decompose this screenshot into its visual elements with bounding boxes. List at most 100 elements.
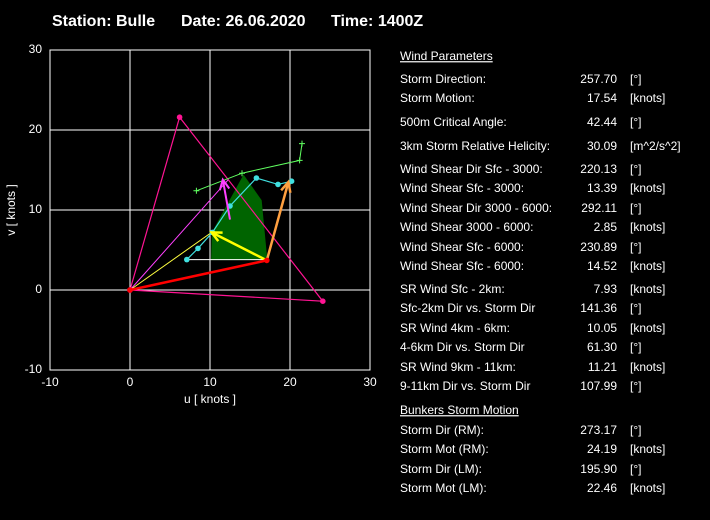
- point: [239, 170, 245, 177]
- y-tick-label: -10: [25, 362, 43, 376]
- param-label: SR Wind Sfc - 2km:: [400, 282, 505, 296]
- x-axis-label: u [ knots ]: [184, 392, 236, 406]
- param-label: Storm Direction:: [400, 72, 486, 86]
- param-value: 17.54: [587, 91, 617, 105]
- y-tick-label: 0: [35, 282, 42, 296]
- param-label: Storm Motion:: [400, 91, 475, 105]
- param-value: 11.21: [588, 360, 617, 374]
- param-unit: [knots]: [630, 360, 665, 374]
- arrowhead: [218, 177, 231, 191]
- point: [296, 157, 303, 164]
- x-tick-label: 10: [203, 375, 217, 389]
- param-label: Sfc-2km Dir vs. Storm Dir: [400, 301, 535, 315]
- point: [288, 178, 295, 184]
- y-tick-label: 20: [29, 122, 43, 136]
- param-value: 220.13: [580, 162, 617, 176]
- param-unit: [knots]: [630, 321, 665, 335]
- param-unit: [knots]: [630, 220, 665, 234]
- line: [129, 115, 325, 302]
- param-unit: [m^2/s^2]: [630, 139, 681, 153]
- param-unit: [°]: [630, 162, 641, 176]
- line: [221, 179, 231, 220]
- param-value: 141.36: [580, 301, 617, 315]
- param-value: 7.93: [594, 282, 618, 296]
- param-value: 292.11: [581, 201, 617, 215]
- line: [129, 231, 212, 291]
- param-label: Storm Mot (LM):: [400, 481, 487, 495]
- param-label: Wind Shear Sfc - 3000:: [400, 181, 524, 195]
- point: [195, 245, 201, 252]
- arrowhead: [209, 231, 223, 242]
- param-label: Storm Dir (LM):: [400, 462, 482, 476]
- param-label: 4-6km Dir vs. Storm Dir: [400, 340, 525, 354]
- param-unit: [°]: [630, 240, 641, 254]
- param-unit: [°]: [630, 462, 641, 476]
- line: [265, 181, 290, 261]
- point: [184, 256, 190, 263]
- param-label: 9-11km Dir vs. Storm Dir: [400, 379, 530, 393]
- x-tick-label: 0: [127, 375, 134, 389]
- param-value: 14.52: [587, 259, 617, 273]
- x-tick-label: 20: [283, 375, 297, 389]
- param-value: 61.30: [587, 340, 617, 354]
- x-tick-label: -10: [41, 375, 59, 389]
- point: [320, 298, 326, 305]
- point: [193, 187, 200, 194]
- station: Station: Bulle: [52, 13, 155, 30]
- param-value: 30.09: [587, 139, 617, 153]
- param-value: 10.05: [587, 321, 617, 335]
- param-unit: [°]: [630, 72, 641, 86]
- param-value: 24.19: [587, 442, 617, 456]
- param-unit: [knots]: [630, 442, 665, 456]
- wind-title: Wind Parameters: [400, 49, 493, 63]
- line: [196, 143, 303, 192]
- line: [211, 231, 268, 262]
- param-unit: [°]: [630, 201, 641, 215]
- point: [253, 175, 260, 181]
- param-unit: [°]: [630, 379, 641, 393]
- x-tick-label: 30: [363, 375, 377, 389]
- param-unit: [°]: [630, 301, 641, 315]
- param-unit: [knots]: [630, 481, 665, 495]
- param-value: 13.39: [587, 181, 617, 195]
- plot-frame: [49, 49, 371, 371]
- param-label: 500m Critical Angle:: [400, 115, 507, 129]
- bunkers-title: Bunkers Storm Motion: [400, 403, 519, 417]
- param-label: Wind Shear Sfc - 6000:: [400, 259, 524, 273]
- point: [264, 257, 270, 264]
- date: Date: 26.06.2020: [181, 13, 306, 30]
- param-label: Wind Shear Dir 3000 - 6000:: [400, 201, 552, 215]
- param-value: 22.46: [587, 481, 617, 495]
- y-tick-label: 30: [29, 42, 43, 56]
- param-unit: [°]: [630, 423, 641, 437]
- param-value: 42.44: [587, 115, 617, 129]
- point: [275, 181, 281, 188]
- line: [129, 179, 229, 291]
- y-axis-label: v [ knots ]: [4, 184, 18, 235]
- y-tick-label: 10: [29, 202, 43, 216]
- param-label: Wind Shear Sfc - 6000:: [400, 240, 524, 254]
- param-unit: [°]: [630, 115, 641, 129]
- param-unit: [knots]: [630, 181, 665, 195]
- arrowhead: [280, 179, 292, 194]
- param-value: 2.85: [594, 220, 618, 234]
- param-label: Wind Shear Dir Sfc - 3000:: [400, 162, 543, 176]
- line: [129, 259, 268, 292]
- point: [299, 140, 305, 147]
- param-unit: [knots]: [630, 259, 665, 273]
- param-label: 3km Storm Relative Helicity:: [400, 139, 550, 153]
- param-value: 195.90: [580, 462, 617, 476]
- param-value: 273.17: [580, 423, 617, 437]
- point: [176, 114, 183, 120]
- param-unit: [knots]: [630, 91, 665, 105]
- point: [127, 287, 133, 293]
- param-label: Wind Shear 3000 - 6000:: [400, 220, 533, 234]
- param-unit: [°]: [630, 340, 641, 354]
- time: Time: 1400Z: [331, 13, 423, 30]
- param-unit: [knots]: [630, 282, 665, 296]
- param-value: 257.70: [580, 72, 617, 86]
- param-value: 230.89: [580, 240, 617, 254]
- param-label: Storm Dir (RM):: [400, 423, 484, 437]
